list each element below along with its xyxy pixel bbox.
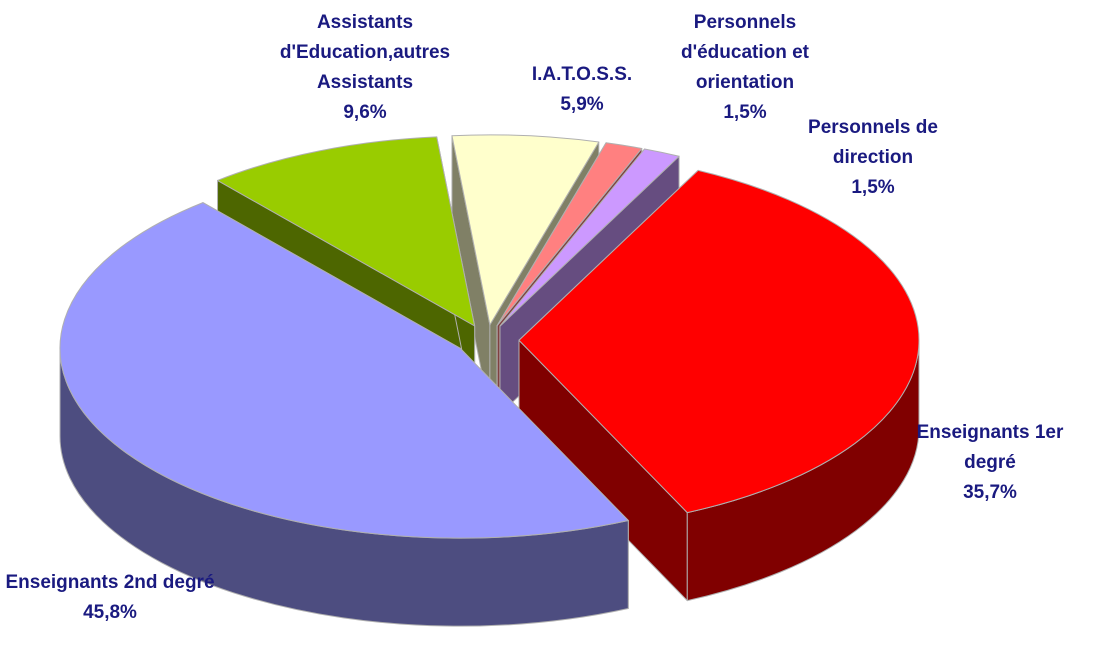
slice — [496, 142, 643, 327]
slice — [59, 202, 629, 539]
label-value: 35,7% — [963, 482, 1017, 503]
label-name: Enseignants 2nd degré — [5, 572, 215, 593]
data-label: Enseignants 2nd degré 45,8% — [0, 568, 220, 628]
data-label: Assistants d'Education,autres Assistants… — [250, 8, 480, 128]
label-name: Enseignants 1er degré — [916, 422, 1064, 473]
label-value: 9,6% — [343, 102, 387, 123]
slice — [518, 169, 920, 514]
slice — [217, 136, 476, 327]
slice — [451, 134, 600, 326]
data-label: Enseignants 1er degré 35,7% — [895, 418, 1085, 508]
label-value: 1,5% — [723, 102, 767, 123]
data-label: I.A.T.O.S.S. 5,9% — [512, 60, 652, 120]
slice — [499, 148, 680, 327]
label-name: I.A.T.O.S.S. — [531, 64, 633, 85]
label-name: Personnels de direction — [808, 117, 938, 168]
label-name: Assistants d'Education,autres Assistants — [279, 12, 451, 93]
label-value: 45,8% — [83, 602, 137, 623]
label-name: Personnels d'éducation et orientation — [680, 12, 810, 93]
data-label: Personnels d'éducation et orientation 1,5… — [655, 8, 835, 128]
label-value: 5,9% — [560, 94, 604, 115]
label-value: 1,5% — [851, 177, 895, 198]
data-label: Personnels de direction 1,5% — [783, 113, 963, 203]
